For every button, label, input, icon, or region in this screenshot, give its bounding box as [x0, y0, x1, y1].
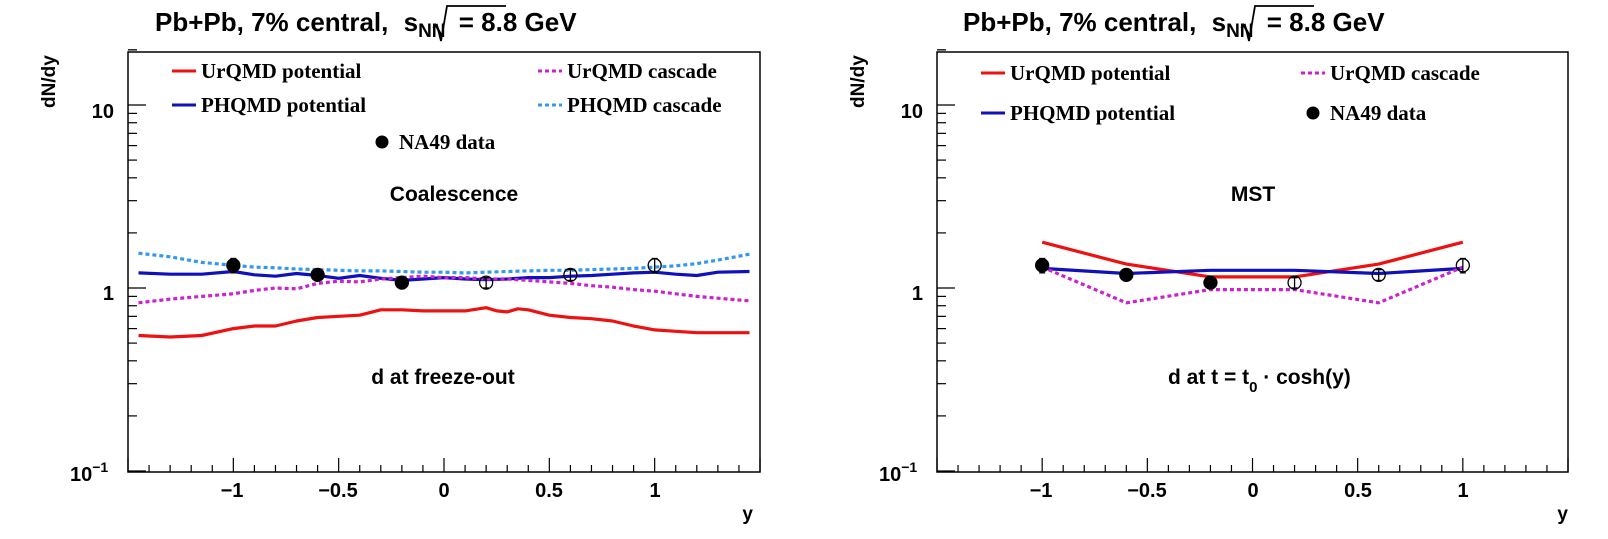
left-y-axis-label: dN/dy	[39, 55, 60, 108]
left-x-tick-label: 0	[438, 480, 449, 502]
left-x-tick-label: −0.5	[318, 480, 357, 502]
left-legend: UrQMD potential UrQMD cascade PHQMD pote…	[172, 59, 722, 154]
legend-marker-na49	[1306, 106, 1320, 120]
legend-label: PHQMD potential	[201, 93, 366, 117]
right-series-urqmd-potential	[1041, 240, 1464, 279]
right-data-point	[1287, 275, 1302, 290]
right-series-urqmd-cascade	[1041, 265, 1464, 305]
left-condition-label: d at freeze-out	[371, 366, 515, 389]
data-marker-open	[1455, 258, 1470, 273]
right-y-tick-label: 1	[912, 283, 923, 305]
data-marker-open	[563, 267, 578, 282]
data-marker-filled	[394, 275, 410, 290]
data-marker-filled	[1119, 267, 1134, 282]
left-y-tick-label: 1	[103, 283, 114, 305]
left-title-sqrt-sign	[432, 5, 506, 42]
right-x-tick-label: −1	[1030, 480, 1053, 502]
left-title-var: s	[404, 7, 418, 37]
left-series-urqmd-potential	[138, 306, 750, 339]
right-data-point	[1455, 257, 1470, 274]
left-data-point	[226, 257, 241, 274]
right-data-point	[1371, 267, 1386, 282]
right-data-points	[1035, 257, 1470, 290]
right-data-point	[1203, 275, 1218, 290]
right-title-sqrt-sign	[1240, 5, 1314, 42]
legend-label: NA49 data	[1330, 101, 1427, 125]
right-series-group	[1041, 240, 1464, 305]
data-marker-open	[1371, 267, 1386, 282]
legend-marker-na49	[375, 135, 389, 149]
left-ticks	[127, 49, 761, 472]
legend-label: UrQMD potential	[1010, 61, 1171, 85]
right-data-point	[1035, 257, 1050, 274]
left-series-phqmd-cascade	[138, 251, 750, 275]
data-marker-filled	[1035, 258, 1050, 273]
right-x-tick-label: −0.5	[1127, 480, 1166, 502]
right-y-tick-label: 10−1	[879, 459, 917, 486]
left-title: Pb+Pb, 7% central, sNN = 8.8 GeV	[155, 7, 577, 43]
data-marker-open	[478, 275, 494, 290]
legend-label: PHQMD potential	[1010, 101, 1175, 125]
right-condition-label: d at t = t0 · cosh(y)	[1168, 366, 1351, 396]
left-data-point	[563, 267, 578, 282]
left-data-point	[647, 257, 662, 274]
right-y-tick-label: 10	[901, 101, 923, 123]
left-x-axis-label: y	[742, 504, 753, 525]
right-y-axis-label: dN/dy	[848, 55, 869, 108]
right-legend: UrQMD potential UrQMD cascade PHQMD pote…	[981, 61, 1480, 125]
left-series-urqmd-cascade	[138, 274, 750, 305]
right-x-tick-label: 0.5	[1344, 480, 1372, 502]
legend-label: UrQMD cascade	[567, 59, 717, 83]
left-series-phqmd-potential	[138, 269, 750, 282]
left-data-point	[394, 275, 410, 290]
legend-label: UrQMD potential	[201, 59, 362, 83]
right-title: Pb+Pb, 7% central, sNN = 8.8 GeV	[963, 7, 1385, 43]
right-x-axis-label: y	[1557, 504, 1568, 525]
left-panel: Pb+Pb, 7% central, sNN = 8.8 GeV dN/dy y…	[39, 5, 761, 525]
right-panel: Pb+Pb, 7% central, sNN = 8.8 GeV dN/dy y…	[848, 5, 1569, 525]
left-method-label: Coalescence	[390, 183, 518, 206]
right-ticks	[936, 49, 1569, 472]
left-x-tick-label: 1	[649, 480, 660, 502]
right-x-tick-label: 0	[1247, 480, 1258, 502]
left-x-tick-label: −1	[221, 480, 244, 502]
right-title-var: s	[1212, 7, 1226, 37]
right-series-phqmd-potential	[1042, 266, 1463, 276]
data-marker-open	[1287, 275, 1302, 290]
right-x-tick-label: 1	[1457, 480, 1468, 502]
data-marker-filled	[226, 258, 241, 273]
left-series-group	[138, 251, 750, 339]
left-y-tick-label: 10	[92, 101, 114, 123]
right-data-point	[1119, 267, 1134, 282]
data-marker-filled	[1203, 275, 1218, 290]
legend-label: NA49 data	[399, 130, 496, 154]
legend-label: UrQMD cascade	[1330, 61, 1480, 85]
left-data-point	[310, 267, 325, 282]
left-y-tick-label: 10−1	[70, 459, 108, 486]
data-marker-filled	[310, 267, 325, 282]
left-data-point	[478, 275, 494, 290]
data-marker-open	[647, 258, 662, 273]
right-method-label: MST	[1231, 183, 1276, 206]
left-x-tick-label: 0.5	[535, 480, 563, 502]
left-data-points	[226, 257, 662, 290]
legend-label: PHQMD cascade	[567, 93, 722, 117]
